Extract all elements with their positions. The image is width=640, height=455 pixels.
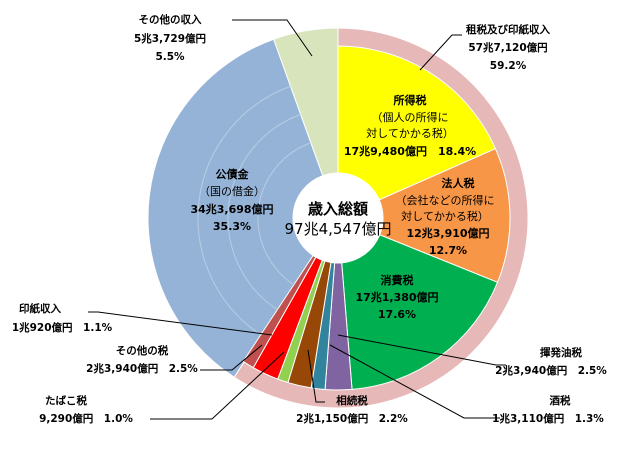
label-other-revenue-name: その他の収入 (139, 13, 202, 26)
label-bonds-sub: （国の借金） (199, 184, 265, 198)
label-consumption-tax-name: 消費税 (381, 273, 414, 287)
label-liquor-amount: 1兆3,110億円 1.3% (492, 412, 604, 425)
label-other-tax-amount: 2兆3,940億円 2.5% (86, 362, 198, 375)
label-income-tax-sub1: （個人の所得に (372, 111, 449, 124)
label-income-tax-name: 所得税 (394, 93, 427, 107)
bond-ring-line-2 (197, 85, 291, 336)
leader-other-tax (200, 344, 263, 371)
leader-other-revenue (232, 19, 313, 57)
label-consumption-tax-amount: 17兆1,380億円 (355, 290, 438, 304)
label-stamp-amount: 1兆920億円 1.1% (12, 321, 113, 334)
label-inheritance-name: 相続税 (336, 394, 368, 407)
label-corporate-tax-sub2: 対してかかる税） (401, 209, 489, 223)
label-tax-stamp-name: 租税及び印紙収入 (466, 23, 550, 36)
bond-ring-line-1 (227, 114, 301, 311)
label-other-revenue-amount: 5兆3,729億円 (134, 32, 206, 45)
label-stamp-name: 印紙収入 (19, 302, 61, 315)
leader-stamp (88, 311, 273, 336)
label-corporate-tax-pct: 12.7% (429, 244, 467, 257)
center-disc (293, 173, 383, 263)
label-bonds-name: 公債金 (216, 167, 250, 181)
label-tobacco-amount: 9,290億円 1.0% (39, 412, 133, 425)
label-other-revenue-pct: 5.5% (155, 51, 185, 63)
label-income-tax-amount: 17兆9,480億円 18.4% (344, 144, 476, 158)
label-corporate-tax-sub1: （会社などの所得に (396, 193, 495, 207)
leader-tobacco (150, 351, 285, 420)
center-total-value: 97兆4,547億円 (284, 220, 391, 238)
center-total-label: 歳入総額 (308, 200, 368, 218)
label-liquor-name: 酒税 (550, 394, 571, 407)
label-bonds-pct: 35.3% (213, 220, 251, 233)
label-corporate-tax-amount: 12兆3,910億円 (406, 226, 489, 240)
leader-inheritance (307, 349, 325, 403)
label-gasoline-amount: 2兆3,940億円 2.5% (495, 364, 607, 377)
label-corporate-tax-name: 法人税 (442, 176, 475, 190)
bond-ring-line-0 (257, 142, 312, 286)
label-gasoline-name: 揮発油税 (540, 346, 582, 359)
label-inheritance-amount: 2兆1,150億円 2.2% (296, 412, 408, 425)
label-consumption-tax-pct: 17.6% (378, 308, 416, 321)
label-other-tax-name: その他の税 (116, 344, 169, 357)
leader-gasoline (337, 334, 506, 366)
label-tobacco-name: たばこ税 (45, 394, 87, 407)
label-tax-stamp-pct: 59.2% (490, 60, 527, 72)
leader-tax-stamp (419, 34, 462, 71)
label-bonds-amount: 34兆3,698億円 (190, 202, 273, 216)
label-tax-stamp-amount: 57兆7,120億円 (468, 41, 547, 54)
leader-liquor (329, 344, 500, 419)
label-income-tax-sub2: 対してかかる税） (366, 126, 454, 140)
